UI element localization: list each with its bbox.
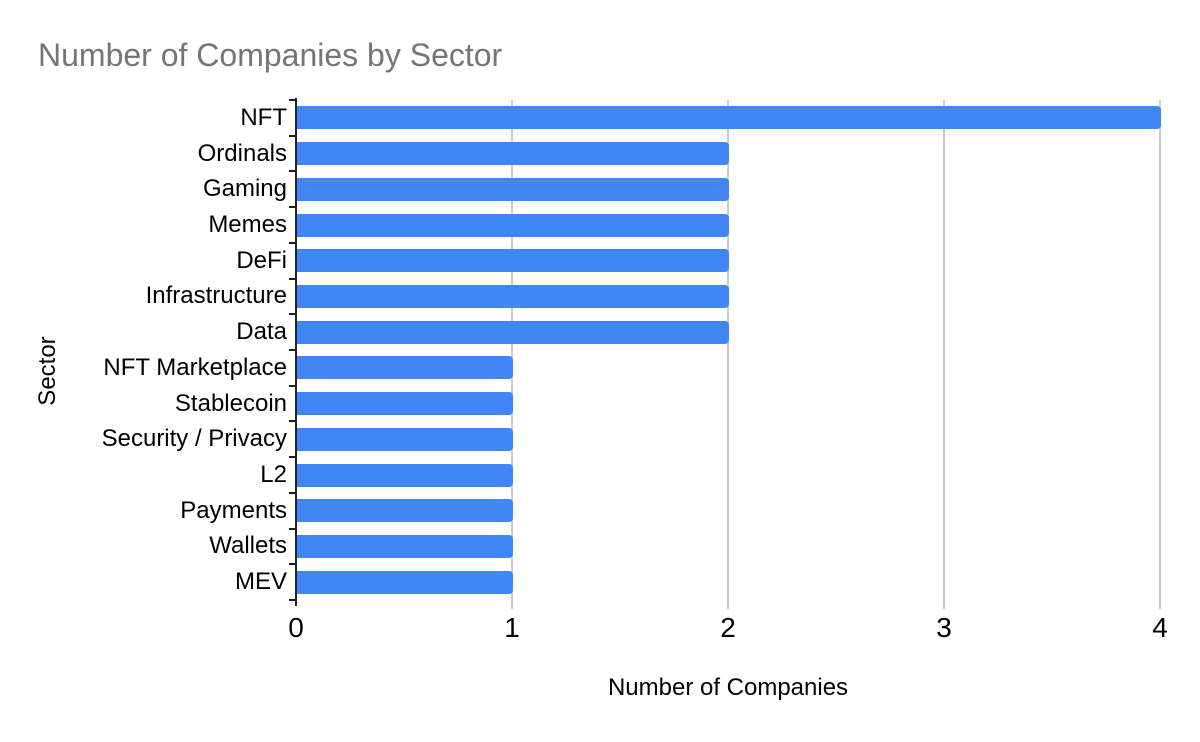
y-axis-line — [295, 98, 297, 606]
bar-row-infrastructure — [297, 279, 1161, 315]
bar-defi[interactable] — [297, 249, 729, 273]
bar-row-defi — [297, 243, 1161, 279]
category-label-ordinals: Ordinals — [197, 139, 287, 167]
plot-area — [297, 100, 1161, 600]
x-tick-label-2: 2 — [720, 612, 736, 643]
gridline-x-2 — [727, 100, 729, 600]
bar-row-gaming — [297, 171, 1161, 207]
gridline-x-3 — [943, 100, 945, 600]
bar-nft[interactable] — [297, 106, 1161, 130]
x-tick-mark-1 — [511, 600, 513, 609]
bar-payments[interactable] — [297, 499, 513, 523]
chart-title: Number of Companies by Sector — [38, 37, 503, 73]
bar-stablecoin[interactable] — [297, 392, 513, 416]
category-tick — [289, 99, 295, 101]
bar-row-nft — [297, 100, 1161, 136]
gridline-x-1 — [511, 100, 513, 600]
bar-row-payments — [297, 493, 1161, 529]
x-tick-mark-2 — [727, 600, 729, 609]
category-label-defi: DeFi — [236, 246, 287, 274]
bar-gaming[interactable] — [297, 177, 729, 201]
x-tick-mark-4 — [1159, 600, 1161, 609]
x-tick-labels: 0 1 2 3 4 — [0, 612, 1200, 643]
bar-mev[interactable] — [297, 570, 513, 594]
bar-row-mev — [297, 564, 1161, 600]
bar-l2[interactable] — [297, 463, 513, 487]
bar-ordinals[interactable] — [297, 142, 729, 166]
category-tick — [289, 241, 295, 244]
category-tick — [289, 420, 295, 423]
x-tick-mark-3 — [943, 600, 945, 609]
category-tick — [289, 491, 295, 494]
bar-data[interactable] — [297, 320, 729, 344]
x-tick-label-3: 3 — [936, 612, 952, 643]
bar-infrastructure[interactable] — [297, 284, 729, 308]
category-tick — [289, 313, 295, 316]
category-tick — [289, 456, 295, 459]
category-label-gaming: Gaming — [202, 175, 287, 203]
bar-row-ordinals — [297, 136, 1161, 172]
category-label-security-privacy: Security / Privacy — [101, 425, 287, 453]
category-tick — [289, 563, 295, 566]
bar-row-security-privacy — [297, 421, 1161, 457]
x-axis-title: Number of Companies — [607, 674, 849, 701]
category-tick — [289, 527, 295, 530]
bar-row-l2 — [297, 457, 1161, 493]
category-tick — [289, 134, 295, 137]
bar-wallets[interactable] — [297, 534, 513, 558]
bar-memes[interactable] — [297, 213, 729, 237]
category-label-infrastructure: Infrastructure — [145, 282, 287, 310]
gridline-x-4 — [1159, 100, 1161, 600]
category-label-nft-marketplace: NFT Marketplace — [103, 353, 287, 381]
bar-row-memes — [297, 207, 1161, 243]
category-label-l2: L2 — [260, 461, 287, 489]
category-label-memes: Memes — [208, 211, 287, 239]
category-label-wallets: Wallets — [209, 532, 287, 560]
category-label-mev: MEV — [234, 568, 287, 596]
bar-row-stablecoin — [297, 386, 1161, 422]
category-tick — [289, 599, 295, 601]
category-labels: NFT Ordinals Gaming Memes DeFi Infrastructure… — [0, 100, 287, 600]
category-label-nft: NFT — [240, 103, 287, 131]
x-tick-label-1: 1 — [504, 612, 520, 643]
category-label-data: Data — [236, 318, 287, 346]
bar-nft-marketplace[interactable] — [297, 356, 513, 380]
bar-row-data — [297, 314, 1161, 350]
category-tick — [289, 349, 295, 351]
category-label-stablecoin: Stablecoin — [174, 389, 287, 417]
bar-row-nft-marketplace — [297, 350, 1161, 386]
category-tick — [289, 170, 295, 173]
x-tick-label-0: 0 — [288, 612, 304, 643]
category-tick — [289, 384, 295, 387]
category-tick — [289, 277, 295, 280]
category-label-payments: Payments — [180, 496, 287, 524]
x-tick-label-4: 4 — [1152, 612, 1168, 643]
bar-security-privacy[interactable] — [297, 427, 513, 451]
bar-row-wallets — [297, 529, 1161, 565]
category-tick — [289, 206, 295, 209]
